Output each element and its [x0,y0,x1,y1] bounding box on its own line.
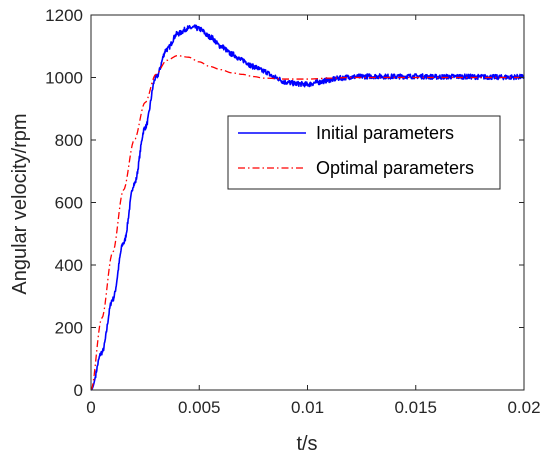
x-tick-label: 0 [86,398,95,417]
x-tick-label: 0.02 [507,398,540,417]
plot-area [91,15,524,390]
legend-box [227,115,501,190]
legend-label-initial-parameters: Initial parameters [316,123,454,143]
x-tick-label: 0.01 [291,398,324,417]
series-line-optimal-parameters [90,54,524,391]
legend: Initial parameters Optimal parameters [227,115,501,190]
x-tick-label: 0.015 [394,398,437,417]
y-tick-label: 1200 [45,6,83,25]
series-line-initial-parameters [90,24,525,391]
y-tick-label: 400 [55,256,83,275]
x-axis-label: t/s [296,433,317,455]
series-layer [90,24,525,391]
y-tick-label: 1000 [45,69,83,88]
y-axis-label: Angular velocity/rpm [9,113,31,294]
y-tick-label: 200 [55,319,83,338]
plot-background [91,15,524,390]
legend-label-optimal-parameters: Optimal parameters [316,158,474,178]
y-tick-label: 800 [55,131,83,150]
y-tick-label: 600 [55,194,83,213]
x-tick-label: 0.005 [178,398,221,417]
axes-layer: 0 0.005 0.01 0.015 0.02 0 200 400 600 800 1000 1200 [45,6,540,417]
y-tick-label: 0 [74,381,83,400]
